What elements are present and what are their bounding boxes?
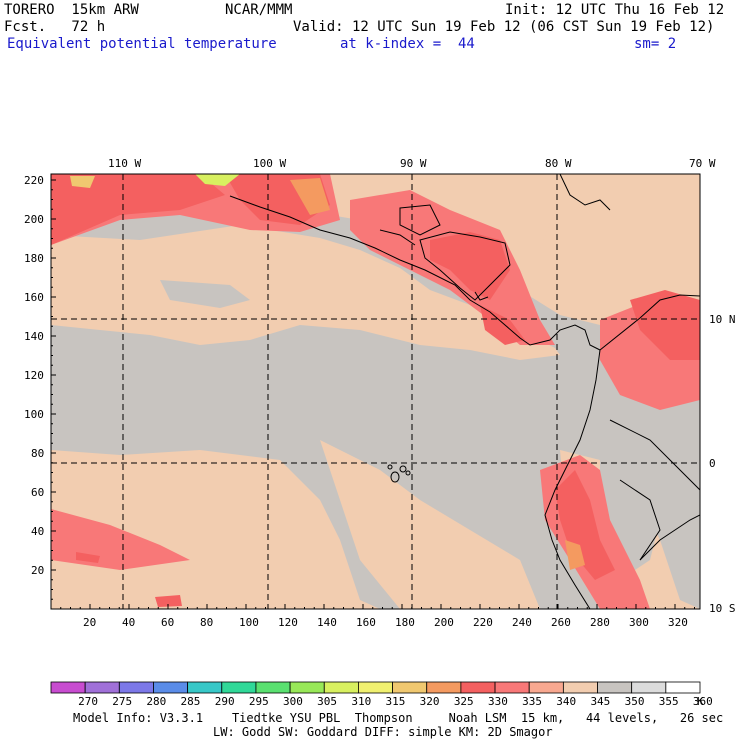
- coastlines: [229, 174, 700, 609]
- colorbar-label: 280: [146, 695, 166, 708]
- colorbar-label: 275: [112, 695, 132, 708]
- lon-label-70w: 70 W: [689, 157, 716, 170]
- colorbar-swatch: [426, 681, 462, 694]
- field-310k-spots: [195, 174, 240, 186]
- colorbar-label: 270: [78, 695, 98, 708]
- x-tick-label: 300: [629, 616, 649, 629]
- plot-frame: [50, 173, 701, 610]
- x-tick-label: 40: [122, 616, 135, 629]
- lon-label-90w: 90 W: [400, 157, 427, 170]
- colorbar-label: 335: [522, 695, 542, 708]
- x-tick-label: 240: [512, 616, 532, 629]
- x-tick-label: 220: [473, 616, 493, 629]
- y-grid-tick-labels: 220 200 180 160 140 120 100 80 60 40 20: [24, 174, 44, 577]
- field-340k-regions: [51, 174, 700, 609]
- model-info-line2: LW: Godd SW: Goddard DIFF: simple KM: 2D…: [213, 725, 553, 739]
- x-tick-label: 100: [239, 616, 259, 629]
- colorbar-swatch: [187, 681, 223, 694]
- lon-label-110w: 110 W: [108, 157, 141, 170]
- colorbar-swatch: [50, 681, 86, 694]
- level-index: at k-index = 44: [340, 36, 475, 52]
- colorbar-swatch: [118, 681, 154, 694]
- x-tick-label: 280: [590, 616, 610, 629]
- colorbar-swatch: [562, 681, 598, 694]
- colorbar-swatch: [289, 681, 325, 694]
- x-tick-label: 260: [551, 616, 571, 629]
- colorbar-label: 290: [215, 695, 235, 708]
- x-tick-label: 120: [278, 616, 298, 629]
- galapagos-islands: [387, 464, 411, 483]
- valid-time: Valid: 12 UTC Sun 19 Feb 12 (06 CST Sun …: [293, 19, 715, 35]
- lon-label-100w: 100 W: [253, 157, 286, 170]
- tick-marks: [50, 179, 695, 610]
- x-grid-tick-labels: 20 40 60 80 100 120 140 160 180 200 220 240 260 280 30…: [83, 616, 688, 629]
- colorbar-swatch: [597, 681, 633, 694]
- colorbar-label: 285: [181, 695, 201, 708]
- colorbar-swatch: [665, 681, 701, 694]
- organization-label: NCAR/MMM: [225, 2, 293, 18]
- colorbar-label: 310: [351, 695, 371, 708]
- map-plot-area: [51, 174, 700, 609]
- colorbar-label: 325: [454, 695, 474, 708]
- colorbar: [50, 681, 701, 694]
- y-tick-label: 120: [24, 369, 44, 382]
- y-tick-label: 20: [31, 564, 44, 577]
- y-tick-label: 160: [24, 291, 44, 304]
- colorbar-label: 340: [556, 695, 576, 708]
- y-tick-label: 140: [24, 330, 44, 343]
- model-title: TORERO 15km ARW: [4, 2, 139, 18]
- colorbar-swatch: [392, 681, 428, 694]
- x-tick-label: 140: [317, 616, 337, 629]
- colorbar-label: 345: [590, 695, 610, 708]
- lat-label-10n: 10 N: [709, 313, 736, 326]
- field-320k-spots: [70, 176, 95, 188]
- y-tick-label: 220: [24, 174, 44, 187]
- colorbar-label: 300: [283, 695, 303, 708]
- colorbar-label: 305: [317, 695, 337, 708]
- field-325k-spots: [290, 178, 585, 570]
- colorbar-swatch: [631, 681, 667, 694]
- lat-label-10s: 10 S: [709, 602, 736, 615]
- forecast-hour: Fcst. 72 h: [4, 19, 106, 35]
- colorbar-swatch: [153, 681, 189, 694]
- y-tick-label: 180: [24, 252, 44, 265]
- colorbar-swatch: [323, 681, 359, 694]
- colorbar-label: 315: [386, 695, 406, 708]
- colorbar-label: 330: [488, 695, 508, 708]
- x-tick-label: 320: [668, 616, 688, 629]
- colorbar-label: 360: [693, 695, 713, 708]
- field-name: Equivalent potential temperature: [7, 36, 277, 52]
- x-tick-label: 160: [356, 616, 376, 629]
- colorbar-label: 350: [625, 695, 645, 708]
- x-tick-label: 20: [83, 616, 96, 629]
- colorbar-labels: 270 275 280 285 290 295 300 305 310 315 320 325 330 3…: [78, 695, 713, 708]
- colorbar-swatch: [460, 681, 496, 694]
- x-tick-label: 180: [395, 616, 415, 629]
- x-tick-label: 60: [161, 616, 174, 629]
- colorbar-swatch: [221, 681, 257, 694]
- y-tick-label: 100: [24, 408, 44, 421]
- y-tick-label: 60: [31, 486, 44, 499]
- lat-label-equator: 0: [709, 457, 716, 470]
- colorbar-swatch: [358, 681, 393, 694]
- colorbar-swatch: [255, 681, 291, 694]
- lon-label-80w: 80 W: [545, 157, 572, 170]
- colorbar-swatch: [84, 681, 120, 694]
- smoothing-label: sm= 2: [634, 36, 677, 52]
- colorbar-label: 355: [659, 695, 679, 708]
- colorbar-swatch: [528, 681, 564, 694]
- y-tick-label: 80: [31, 447, 44, 460]
- init-time: Init: 12 UTC Thu 16 Feb 12: [505, 2, 725, 18]
- y-tick-label: 200: [24, 213, 44, 226]
- colorbar-swatch: [494, 681, 530, 694]
- model-info-line1: Model Info: V3.3.1 Tiedtke YSU PBL Thomp…: [73, 711, 724, 725]
- x-tick-label: 80: [200, 616, 213, 629]
- colorbar-label: 295: [249, 695, 269, 708]
- y-tick-label: 40: [31, 525, 44, 538]
- colorbar-label: 320: [420, 695, 440, 708]
- x-tick-label: 200: [434, 616, 454, 629]
- colorbar-unit: K: [697, 695, 704, 708]
- graticule-lines: [51, 174, 700, 609]
